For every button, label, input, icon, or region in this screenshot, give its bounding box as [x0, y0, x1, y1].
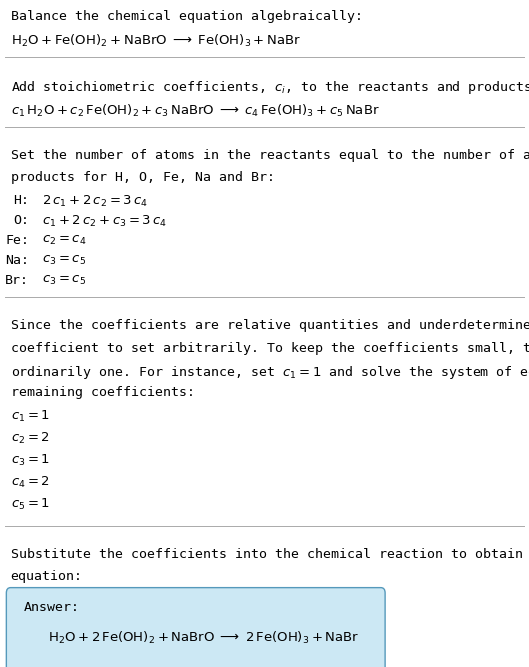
- Text: $c_3 = 1$: $c_3 = 1$: [11, 453, 50, 468]
- Text: $\mathrm{H_2O + Fe(OH)_2 + NaBrO} \;\longrightarrow\; \mathrm{Fe(OH)_3 + NaBr}$: $\mathrm{H_2O + Fe(OH)_2 + NaBrO} \;\lon…: [11, 33, 301, 49]
- Text: $2\,c_1 + 2\,c_2 = 3\,c_4$: $2\,c_1 + 2\,c_2 = 3\,c_4$: [42, 194, 148, 209]
- Text: $c_1 = 1$: $c_1 = 1$: [11, 409, 50, 424]
- Text: Set the number of atoms in the reactants equal to the number of atoms in the: Set the number of atoms in the reactants…: [11, 149, 529, 161]
- Text: Br:: Br:: [5, 274, 29, 287]
- Text: Since the coefficients are relative quantities and underdetermined, choose a: Since the coefficients are relative quan…: [11, 319, 529, 332]
- Text: $c_3 = c_5$: $c_3 = c_5$: [42, 254, 86, 267]
- Text: $c_2 = c_4$: $c_2 = c_4$: [42, 234, 87, 247]
- Text: Balance the chemical equation algebraically:: Balance the chemical equation algebraica…: [11, 10, 362, 23]
- Text: O:: O:: [13, 214, 29, 227]
- Text: $c_3 = c_5$: $c_3 = c_5$: [42, 274, 86, 287]
- Text: $c_4 = 2$: $c_4 = 2$: [11, 475, 50, 490]
- Text: ordinarily one. For instance, set $c_1 = 1$ and solve the system of equations fo: ordinarily one. For instance, set $c_1 =…: [11, 364, 529, 380]
- Text: equation:: equation:: [11, 570, 83, 582]
- Text: $c_1 + 2\,c_2 + c_3 = 3\,c_4$: $c_1 + 2\,c_2 + c_3 = 3\,c_4$: [42, 214, 168, 229]
- Text: $c_2 = 2$: $c_2 = 2$: [11, 431, 50, 446]
- FancyBboxPatch shape: [6, 588, 385, 667]
- Text: Add stoichiometric coefficients, $c_i$, to the reactants and products:: Add stoichiometric coefficients, $c_i$, …: [11, 79, 529, 96]
- Text: $c_1\, \mathrm{H_2O} + c_2\, \mathrm{Fe(OH)_2} + c_3\, \mathrm{NaBrO} \;\longrig: $c_1\, \mathrm{H_2O} + c_2\, \mathrm{Fe(…: [11, 103, 379, 119]
- Text: coefficient to set arbitrarily. To keep the coefficients small, the arbitrary va: coefficient to set arbitrarily. To keep …: [11, 342, 529, 354]
- Text: Answer:: Answer:: [24, 601, 80, 614]
- Text: Na:: Na:: [5, 254, 29, 267]
- Text: $c_5 = 1$: $c_5 = 1$: [11, 497, 50, 512]
- Text: H:: H:: [13, 194, 29, 207]
- Text: Substitute the coefficients into the chemical reaction to obtain the balanced: Substitute the coefficients into the che…: [11, 548, 529, 560]
- Text: remaining coefficients:: remaining coefficients:: [11, 386, 195, 398]
- Text: products for H, O, Fe, Na and Br:: products for H, O, Fe, Na and Br:: [11, 171, 275, 183]
- Text: $\mathrm{H_2O + 2\, Fe(OH)_2 + NaBrO} \;\longrightarrow\; \mathrm{2\, Fe(OH)_3 +: $\mathrm{H_2O + 2\, Fe(OH)_2 + NaBrO} \;…: [48, 630, 359, 646]
- Text: Fe:: Fe:: [5, 234, 29, 247]
